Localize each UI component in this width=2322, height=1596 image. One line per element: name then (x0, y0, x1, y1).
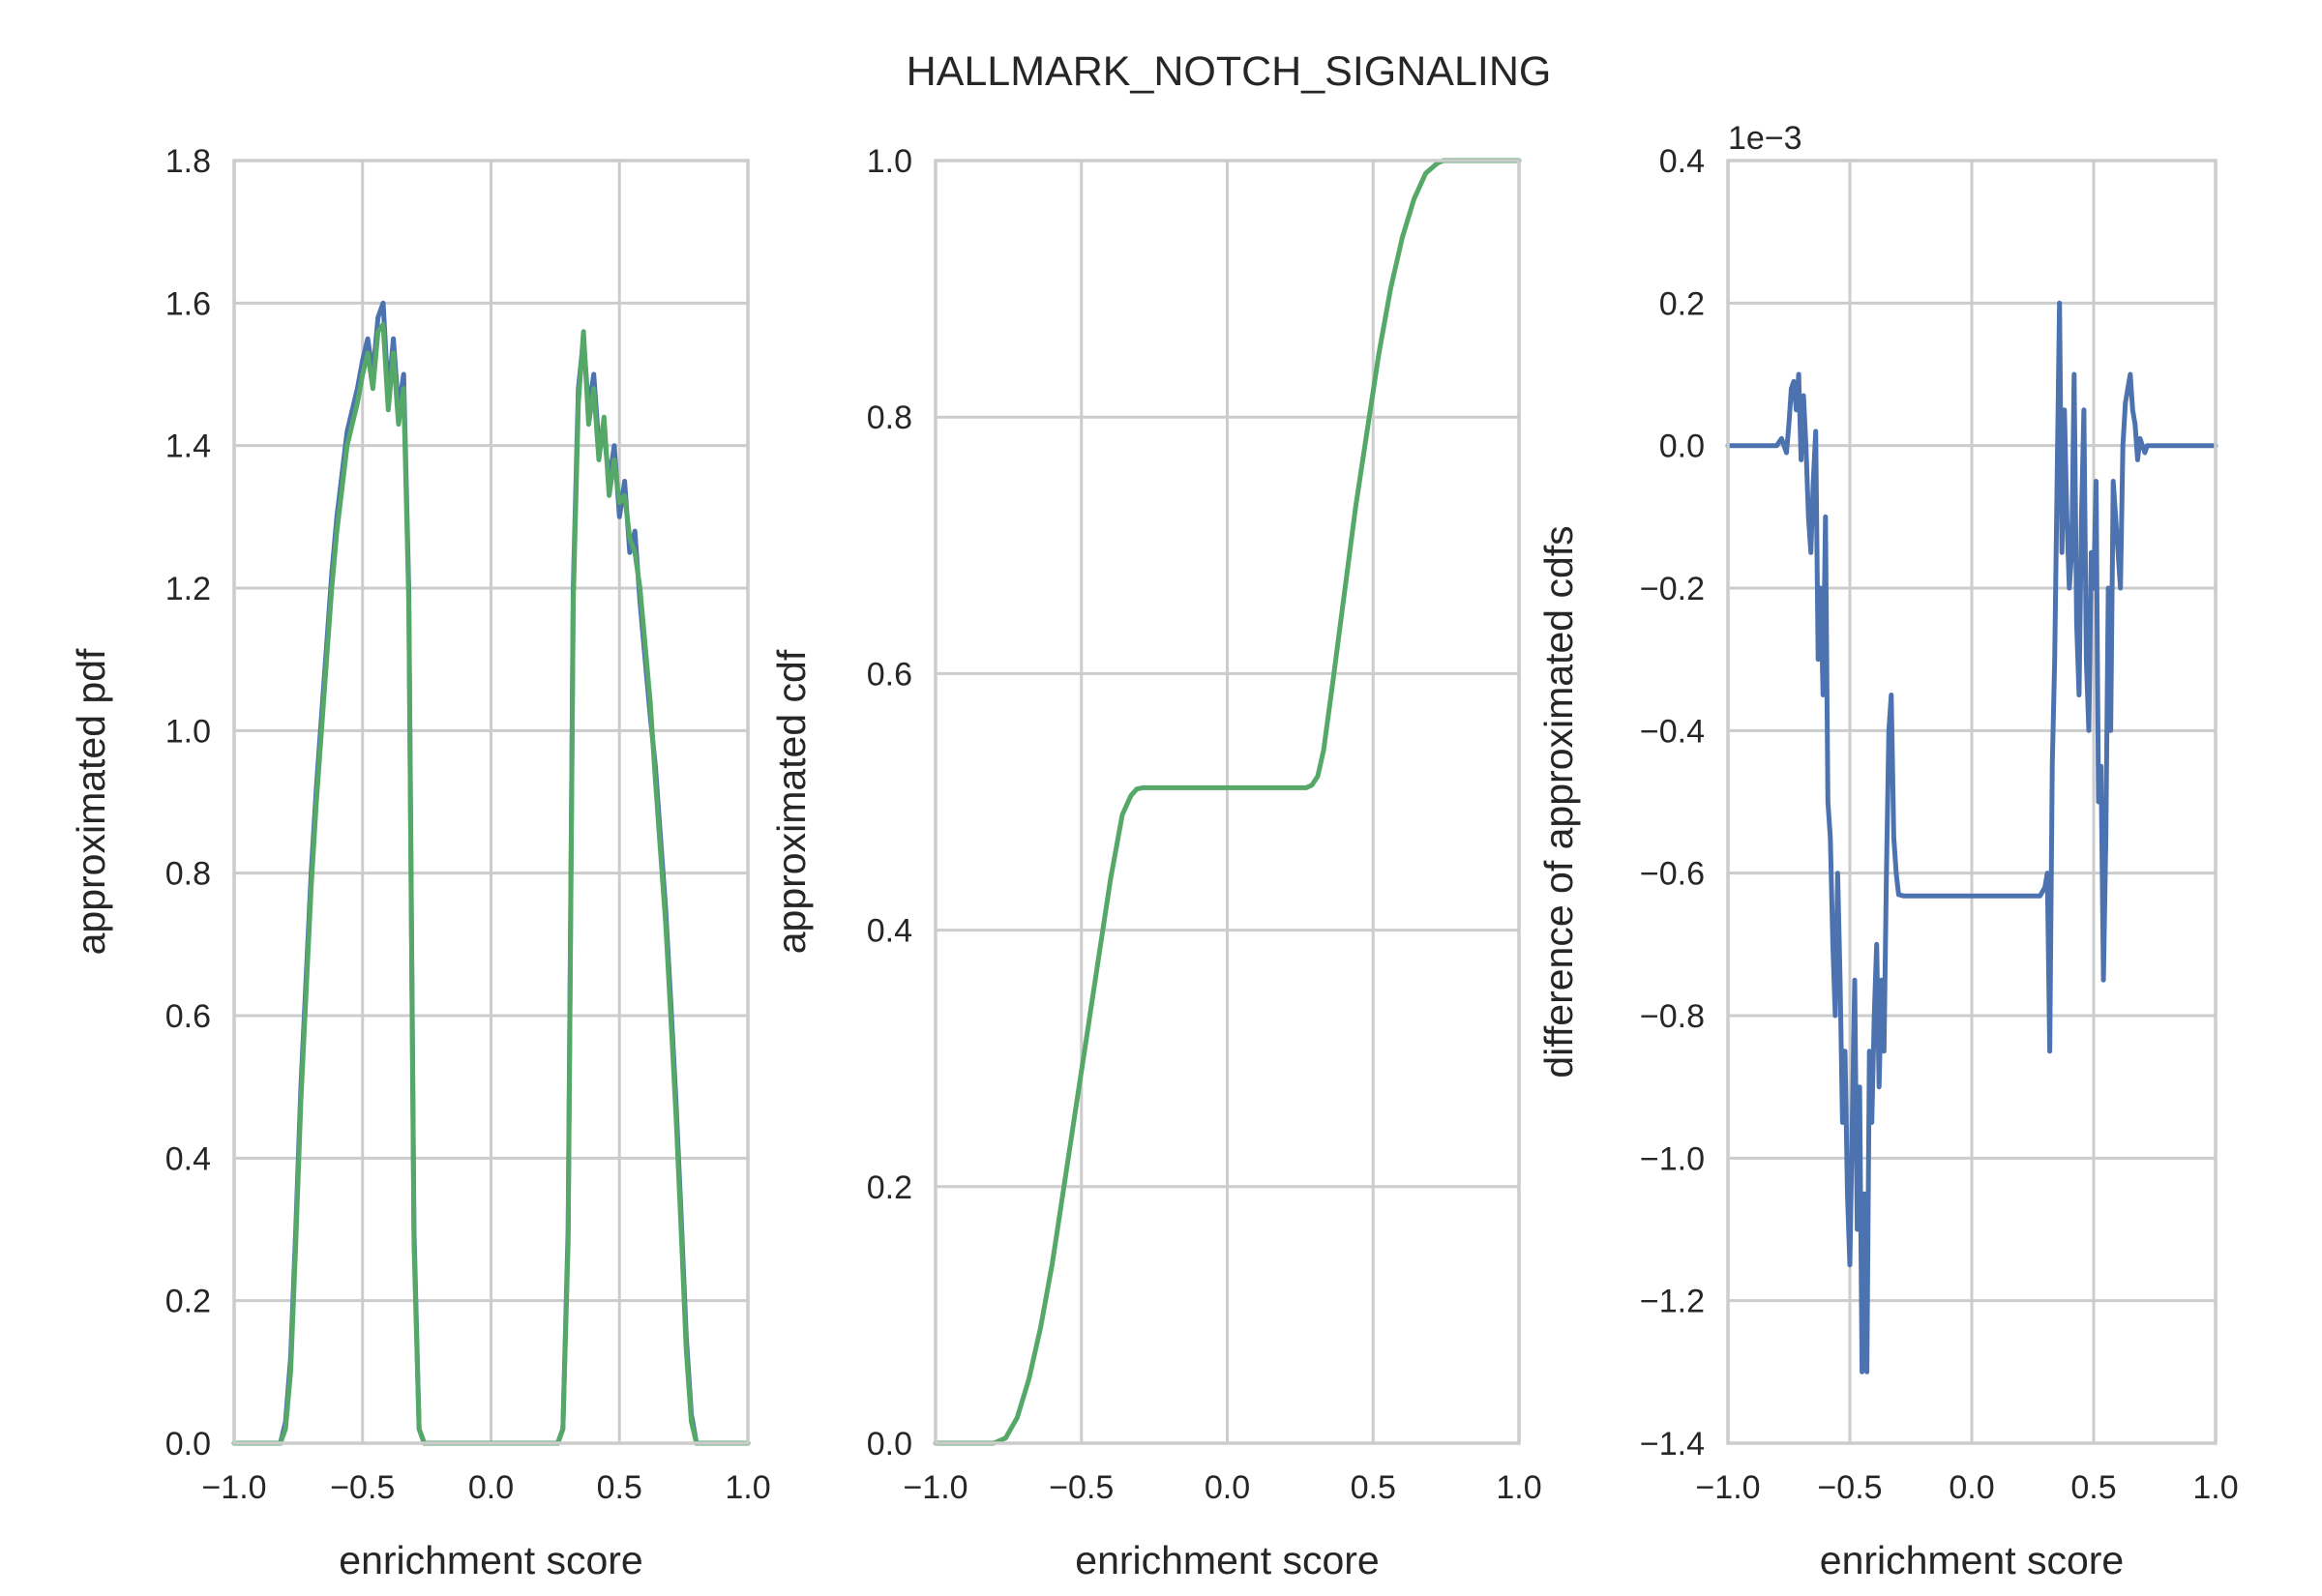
y-axis-label: difference of approximated cdfs (1536, 525, 1581, 1078)
y-tick-label: −1.4 (1640, 1426, 1705, 1463)
x-tick-label: 1.0 (725, 1469, 770, 1506)
x-axis-label: enrichment score (1075, 1538, 1379, 1582)
x-tick-label: 0.0 (1949, 1469, 1994, 1506)
y-tick-label: 0.4 (165, 1140, 211, 1177)
x-tick-label: 1.0 (1496, 1469, 1541, 1506)
y-tick-label: −1.0 (1640, 1140, 1705, 1177)
y-tick-label: −0.4 (1640, 713, 1705, 750)
y-tick-label: 1.2 (165, 571, 211, 607)
x-tick-label: 0.5 (597, 1469, 642, 1506)
series-line-0 (933, 158, 1522, 1446)
x-tick-label: −1.0 (201, 1469, 266, 1506)
x-tick-label: −0.5 (330, 1469, 395, 1506)
y-tick-label: 0.0 (867, 1426, 912, 1463)
y-tick-label: 0.4 (1659, 143, 1705, 180)
x-axis-label: enrichment score (339, 1538, 642, 1582)
x-tick-label: −1.0 (1695, 1469, 1760, 1506)
y-tick-label: 0.8 (165, 856, 211, 893)
y-tick-label: 1.0 (165, 713, 211, 750)
y-tick-label: −1.2 (1640, 1284, 1705, 1320)
x-tick-label: 0.5 (1351, 1469, 1396, 1506)
y-tick-label: 0.2 (867, 1169, 912, 1206)
y-tick-label: −0.6 (1640, 856, 1705, 893)
y-tick-label: 1.8 (165, 143, 211, 180)
x-tick-label: 0.5 (2070, 1469, 2116, 1506)
y-tick-label: 1.6 (165, 285, 211, 322)
y-tick-label: 0.8 (867, 399, 912, 436)
y-tick-label: −0.2 (1640, 571, 1705, 607)
plot-frame (1726, 159, 2218, 1445)
x-axis-label: enrichment score (1820, 1538, 2124, 1582)
figure-title: HALLMARK_NOTCH_SIGNALING (907, 48, 1552, 95)
y-axis-label: approximated pdf (69, 648, 113, 955)
x-tick-label: 1.0 (2192, 1469, 2238, 1506)
y-tick-label: 0.6 (165, 998, 211, 1035)
cdf-plot: −1.0 −0.5 0.0 0.5 1.0 0.0 0.2 0.4 0.6 0.8 1.0 enric… (769, 143, 1542, 1582)
pdf-plot: −1.0 −0.5 0.0 0.5 1.0 0.0 0.2 0.4 0.6 0.8 1.0 1.2 1.… (69, 143, 771, 1582)
x-tick-label: −0.5 (1049, 1469, 1114, 1506)
y-tick-label: 1.0 (867, 143, 912, 180)
cdf-difference-plot: −1.0 −0.5 0.0 0.5 1.0 −1.4 −1.2 −1.0 −0.8 −0.6 −0.… (1536, 120, 2239, 1582)
y-tick-label: 0.2 (1659, 285, 1705, 322)
y-tick-label: 0.0 (1659, 429, 1705, 465)
plot-frame (232, 159, 750, 1445)
y-tick-label: −0.8 (1640, 998, 1705, 1035)
x-tick-label: −0.5 (1817, 1469, 1882, 1506)
y-tick-label: 1.4 (165, 429, 211, 465)
plot-frame (934, 159, 1521, 1445)
x-tick-label: −1.0 (903, 1469, 968, 1506)
y-tick-label: 0.2 (165, 1284, 211, 1320)
x-tick-label: 0.0 (1205, 1469, 1250, 1506)
y-tick-label: 0.4 (867, 913, 912, 950)
series-line-0 (1725, 300, 2218, 1374)
x-tick-label: 0.0 (468, 1469, 514, 1506)
y-tick-label: 0.6 (867, 656, 912, 693)
y-tick-label: 0.0 (165, 1426, 211, 1463)
axis-offset-label: 1e−3 (1728, 120, 1802, 157)
y-axis-label: approximated cdf (769, 649, 814, 954)
